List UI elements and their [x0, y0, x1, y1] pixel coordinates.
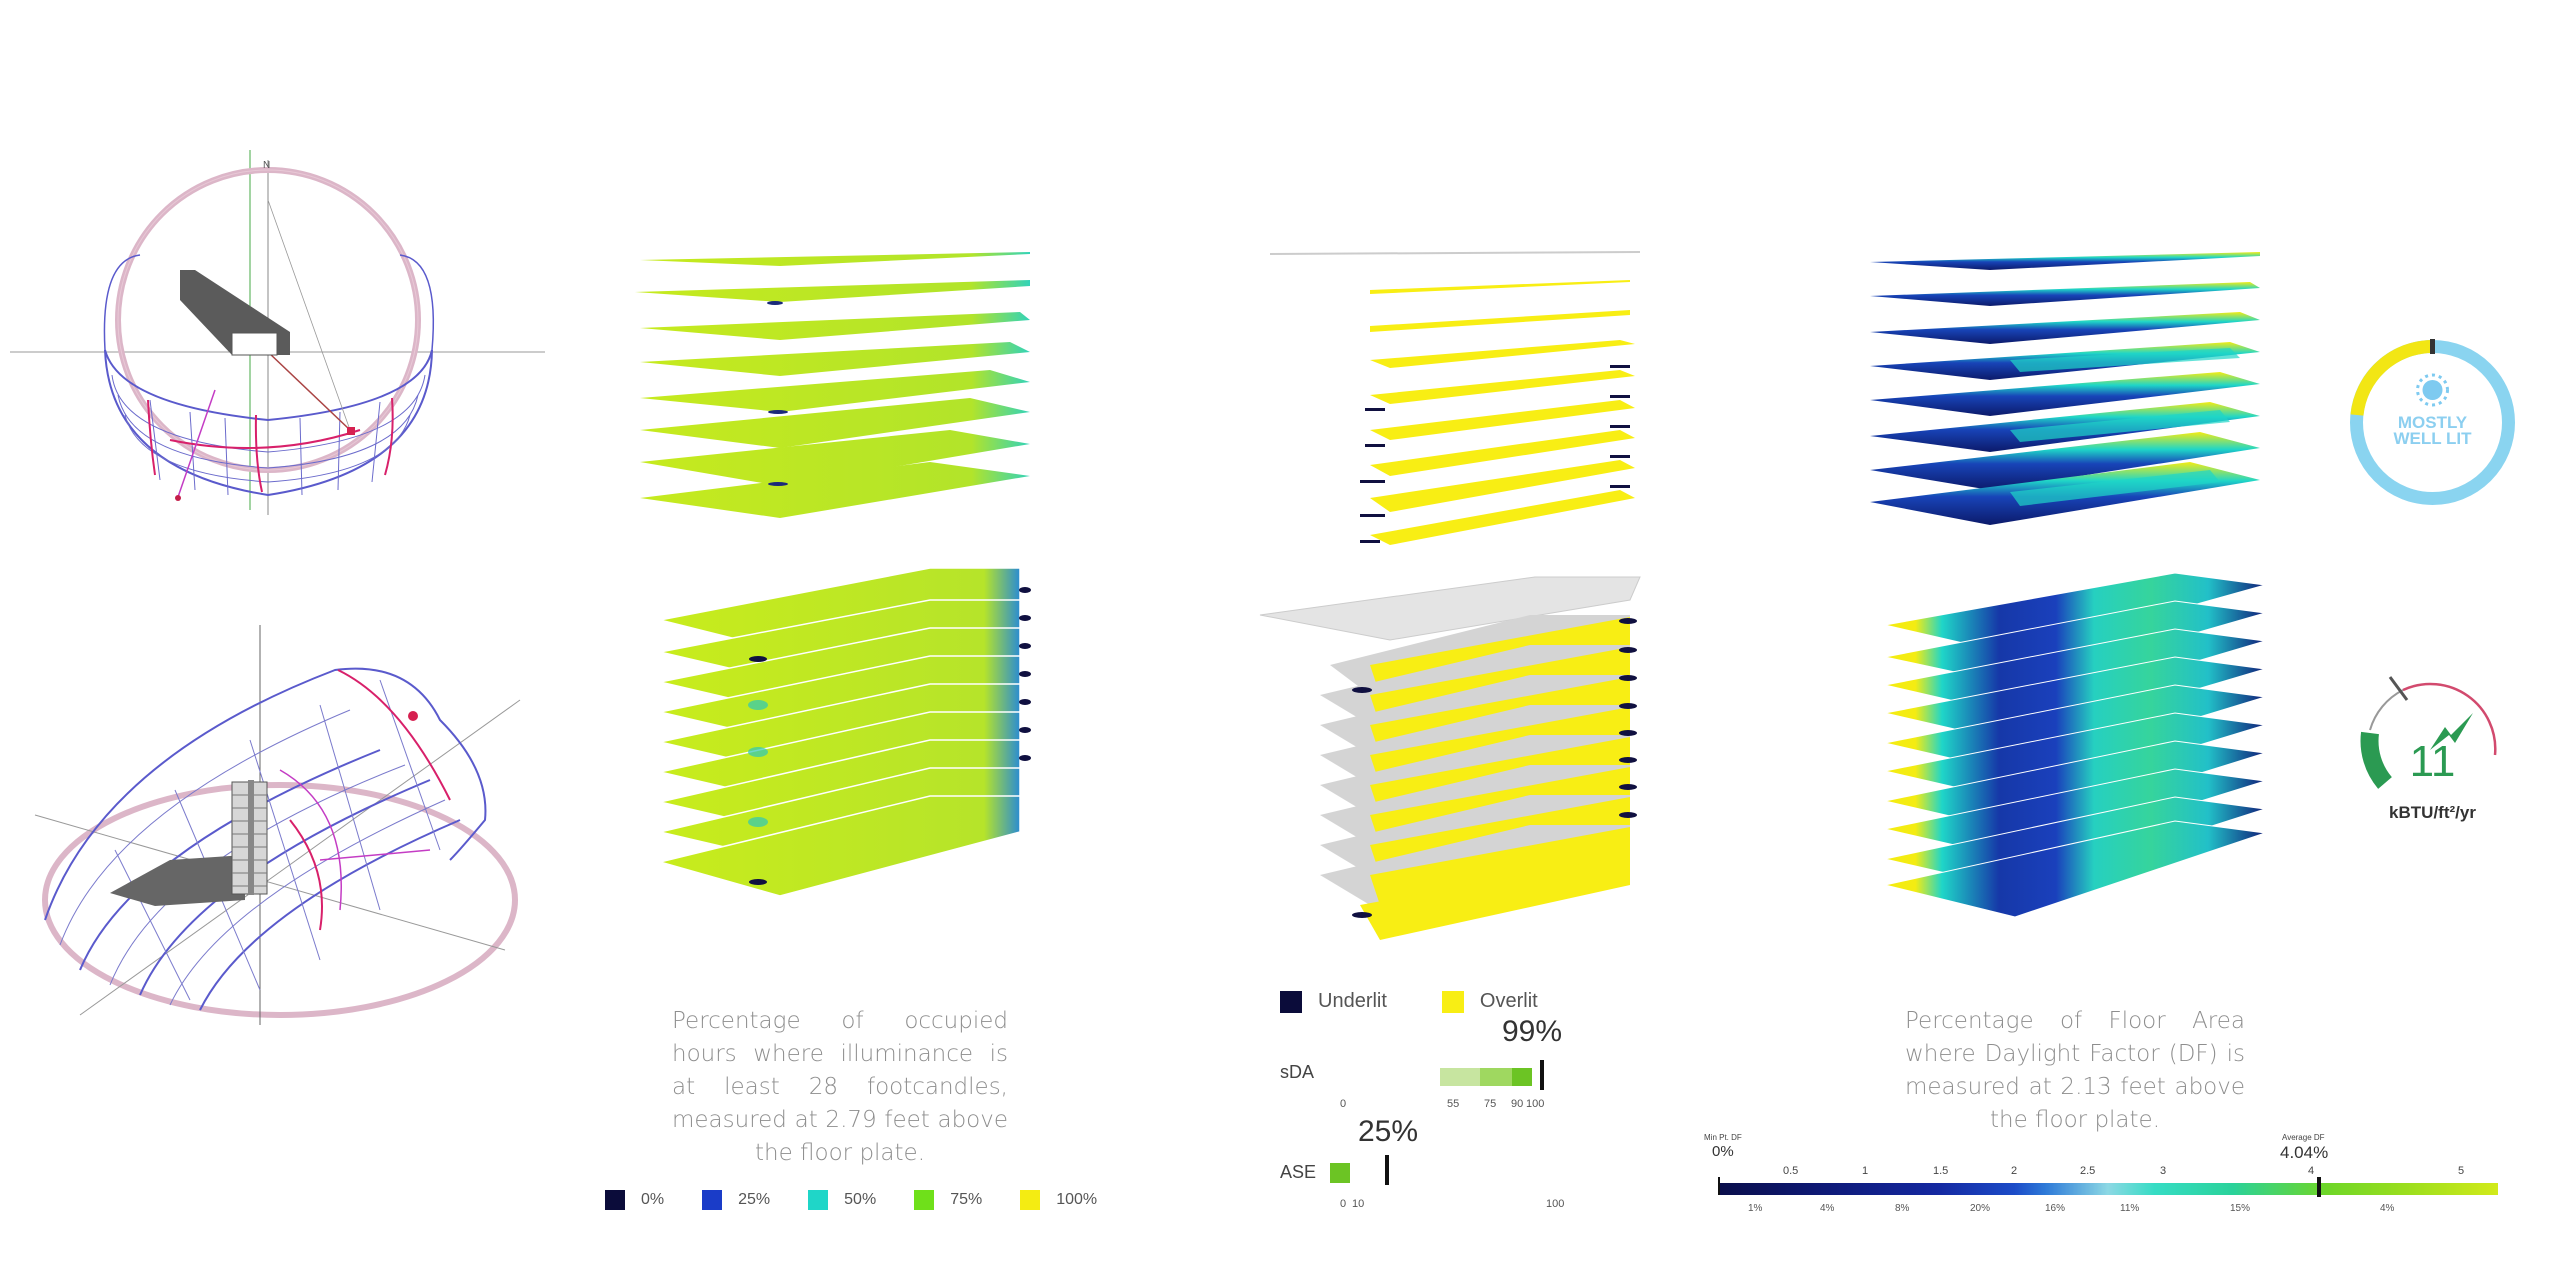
- legend-swatch: [914, 1190, 935, 1210]
- legend-label: 50%: [844, 1191, 877, 1208]
- scale-tick: 3: [2160, 1165, 2167, 1177]
- tick: 100: [1546, 1198, 1565, 1210]
- tick: 0: [1340, 1098, 1347, 1110]
- df-scale: Min Pt. DF 0% Average DF 4.04% 0.5 1 1.5…: [1700, 1125, 2520, 1220]
- energy-value: 11: [2409, 737, 2456, 786]
- tick: 90: [1511, 1098, 1524, 1110]
- sda-metric: 99% sDA 0 55 75 90 100: [1270, 1015, 1600, 1115]
- sun-path-iso-view: [20, 610, 540, 1040]
- lighting-status-line1: MOSTLY: [2397, 413, 2468, 432]
- lightning-icon: [2430, 713, 2473, 750]
- avg-df-marker: [2317, 1177, 2321, 1197]
- lighting-badge: MOSTLY WELL LIT: [2345, 335, 2520, 510]
- legend-item-0: 0%: [605, 1190, 664, 1210]
- legend-swatch: [1441, 990, 1464, 1013]
- scale-tick: 1: [1862, 1165, 1869, 1177]
- legend-label: 75%: [950, 1191, 983, 1208]
- legend-swatch: [1020, 1190, 1041, 1210]
- legend-swatch: [808, 1190, 829, 1210]
- legend-label: 100%: [1056, 1191, 1098, 1208]
- ase-label: ASE: [1280, 1162, 1317, 1182]
- min-df-marker: [1718, 1177, 1720, 1195]
- energy-unit: kBTU/ft²/yr: [2389, 803, 2476, 822]
- area-percent: 20%: [1970, 1203, 1991, 1214]
- sda-value: 99%: [1502, 1015, 1563, 1048]
- legend-item-100: 100%: [1020, 1190, 1097, 1210]
- df-stack-bottom: [1875, 565, 2285, 935]
- lighting-status: MOSTLY WELL LIT: [2345, 413, 2520, 448]
- tick: 10: [1352, 1198, 1365, 1210]
- illuminance-caption: Percentage of occupied hours where illum…: [672, 1008, 1008, 1166]
- tick: 55: [1447, 1098, 1460, 1110]
- tick: 0: [1340, 1198, 1347, 1210]
- area-percent: 4%: [2380, 1203, 2395, 1214]
- df-stack-top: [1860, 240, 2280, 540]
- ase-marker: [1385, 1155, 1389, 1185]
- legend-label: 0%: [641, 1191, 665, 1208]
- illuminance-legend: 0% 25% 50% 75% 100%: [605, 1190, 1135, 1210]
- legend-swatch: [1280, 990, 1302, 1013]
- sda-label: sDA: [1280, 1062, 1315, 1082]
- legend-swatch: [702, 1190, 723, 1210]
- min-df-value: 0%: [1712, 1143, 1734, 1160]
- scale-tick: 2: [2011, 1165, 2018, 1177]
- df-gradient-bar: [1718, 1183, 2498, 1195]
- df-caption: Percentage of Floor Area where Daylight …: [1905, 1008, 2245, 1133]
- sun-icon: [2416, 373, 2449, 407]
- legend-label: Overlit: [1479, 990, 1538, 1012]
- scale-tick: 4: [2308, 1165, 2315, 1177]
- avg-df-value: 4.04%: [2280, 1143, 2329, 1162]
- sda-bar: [1440, 1068, 1540, 1086]
- lighting-status-line2: WELL LIT: [2393, 429, 2472, 448]
- area-percent: 4%: [1820, 1203, 1835, 1214]
- scale-tick: 1.5: [1933, 1165, 1949, 1177]
- overlit-underlit-legend: Underlit Overlit: [1280, 990, 1576, 1013]
- legend-item-25: 25%: [702, 1190, 770, 1210]
- sda-stack-top: [1240, 240, 1660, 550]
- scale-tick: 2.5: [2080, 1165, 2096, 1177]
- avg-df-label: Average DF: [2282, 1133, 2325, 1142]
- tick: 75: [1484, 1098, 1497, 1110]
- sda-marker: [1540, 1060, 1544, 1090]
- min-df-label: Min Pt. DF: [1704, 1133, 1742, 1142]
- sun-path-top-view: N: [0, 140, 560, 520]
- legend-item-75: 75%: [914, 1190, 982, 1210]
- legend-item-overlit: Overlit: [1441, 990, 1538, 1013]
- ase-metric: 25% ASE 0 10 100: [1270, 1115, 1600, 1215]
- illuminance-stack-bottom: [640, 560, 1040, 940]
- scale-tick: 5: [2458, 1165, 2465, 1177]
- energy-gauge: 11 kBTU/ft²/yr: [2345, 655, 2520, 835]
- legend-item-50: 50%: [808, 1190, 876, 1210]
- scale-tick: 0.5: [1783, 1165, 1799, 1177]
- ase-value: 25%: [1358, 1115, 1419, 1148]
- ase-bar: [1330, 1163, 1350, 1183]
- legend-item-underlit: Underlit: [1280, 990, 1387, 1013]
- sda-stack-bottom: [1250, 555, 1660, 955]
- area-percent: 11%: [2120, 1203, 2140, 1214]
- north-label: N: [263, 160, 270, 171]
- tick: 100: [1526, 1098, 1545, 1110]
- area-percent: 8%: [1895, 1203, 1910, 1214]
- legend-label: 25%: [738, 1191, 771, 1208]
- area-percent: 15%: [2230, 1203, 2251, 1214]
- legend-swatch: [605, 1190, 625, 1210]
- illuminance-stack-top: [630, 240, 1050, 530]
- legend-label: Underlit: [1318, 990, 1387, 1012]
- area-percent: 16%: [2045, 1203, 2066, 1214]
- area-percent: 1%: [1748, 1203, 1763, 1214]
